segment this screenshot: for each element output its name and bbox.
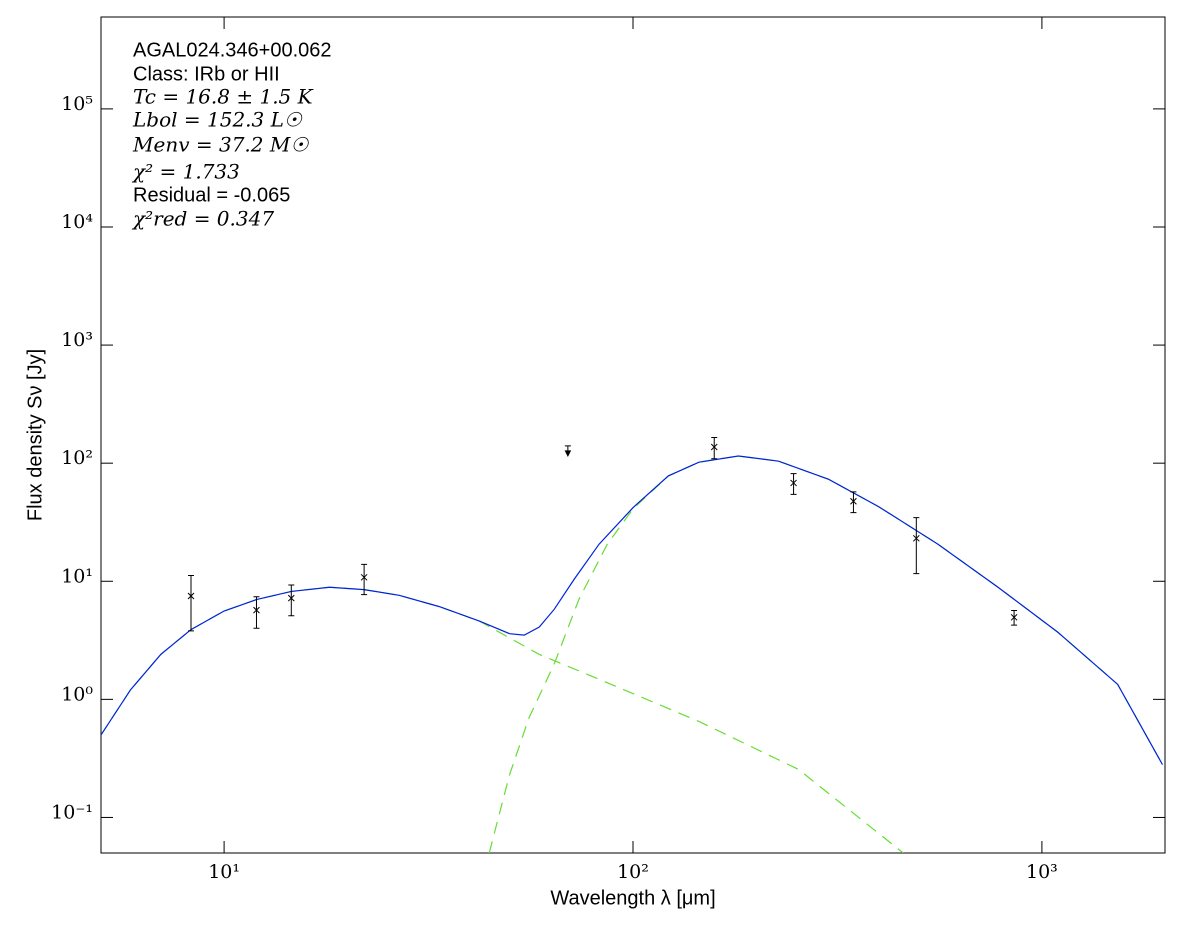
- data-point: [790, 479, 797, 487]
- annotation: χ² = 1.733: [131, 160, 240, 184]
- annotation: Menv = 37.2 M☉: [132, 133, 309, 157]
- error-bar: [850, 491, 857, 514]
- annotation: Class: IRb or HII: [133, 63, 280, 85]
- plot-area: [101, 436, 1164, 853]
- data-point: [360, 573, 368, 581]
- y-tick-label: 10⁻¹: [51, 801, 93, 823]
- error-bar: [253, 596, 260, 629]
- error-bar: [288, 584, 295, 617]
- error-bar: [711, 436, 718, 460]
- data-point: [187, 592, 195, 600]
- data-point: [253, 606, 260, 614]
- annotation: AGAL024.346+00.062: [133, 39, 332, 61]
- y-tick-label: 10⁴: [61, 211, 93, 233]
- annotation: χ²red = 0.347: [131, 207, 274, 231]
- data-point: [287, 594, 295, 602]
- annotations: AGAL024.346+00.062 Class: IRb or HII Tc …: [131, 39, 332, 230]
- x-tick-label: 10²: [617, 861, 649, 883]
- error-bar: [790, 473, 797, 495]
- y-tick-label: 10²: [61, 447, 93, 469]
- y-tick-label: 10³: [61, 329, 93, 351]
- x-axis-label: Wavelength λ [μm]: [550, 887, 715, 909]
- y-tick-label: 10⁵: [61, 93, 93, 115]
- x-tick-label: 10¹: [208, 861, 240, 883]
- model-line: [101, 455, 1164, 765]
- error-bar: [361, 563, 368, 596]
- x-tick-label: 10³: [1026, 861, 1058, 883]
- data-point: [850, 497, 857, 505]
- annotation: Tc = 16.8 ± 1.5 K: [133, 85, 314, 109]
- annotation: Residual = -0.065: [133, 184, 290, 206]
- data-point: [912, 534, 920, 542]
- error-bar: [188, 574, 195, 632]
- error-bar: [913, 517, 920, 575]
- y-tick-label: 10⁰: [61, 683, 93, 705]
- y-tick-label: 10¹: [61, 565, 93, 587]
- upper-limit: [564, 445, 572, 458]
- annotation: Lbol = 152.3 L☉: [132, 108, 303, 132]
- y-axis-label: Flux density Sν [Jy]: [24, 349, 46, 521]
- data-point: [1010, 613, 1018, 621]
- data-point: [710, 443, 718, 451]
- plot-frame: [100, 16, 1166, 854]
